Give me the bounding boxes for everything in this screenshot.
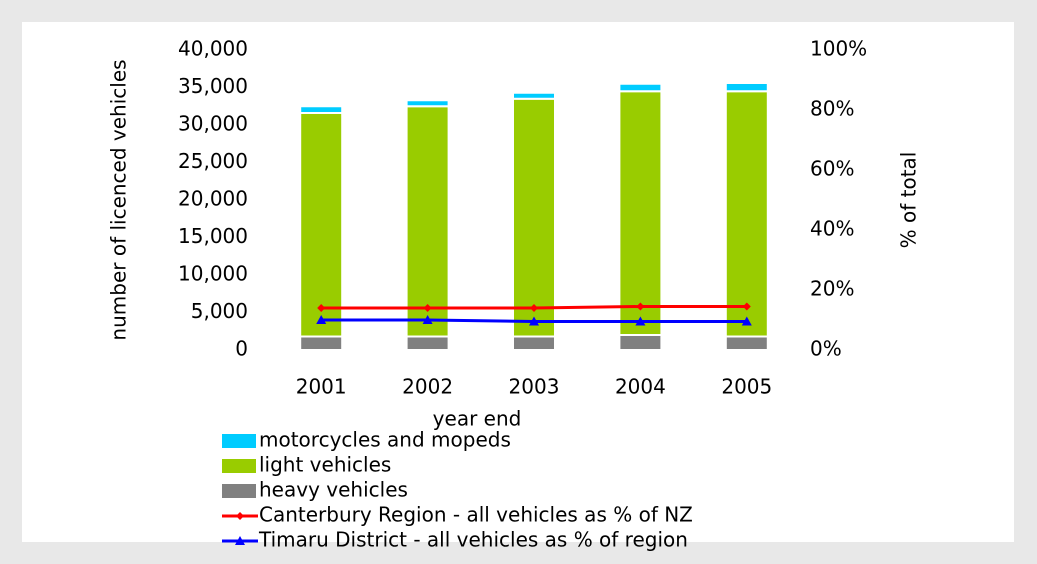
x-tick-label: 2005 <box>721 375 772 399</box>
y-axis-label: number of licenced vehicles <box>107 59 131 340</box>
y2-tick-label: 20% <box>810 277 854 301</box>
line-marker <box>742 302 751 311</box>
legend-swatch <box>222 459 256 473</box>
y-tick-label: 30,000 <box>178 112 248 136</box>
legend-swatch <box>222 484 256 498</box>
y-tick-label: 10,000 <box>178 262 248 286</box>
y2-axis-label: % of total <box>897 152 921 249</box>
line-marker <box>741 316 752 326</box>
line-marker <box>635 316 646 326</box>
bar <box>618 82 663 93</box>
bar <box>405 105 450 338</box>
line-marker <box>316 315 327 324</box>
line-marker <box>235 536 245 545</box>
line-marker <box>317 304 326 312</box>
y2-tick-label: 40% <box>810 217 854 241</box>
bar <box>512 335 556 351</box>
y2-tick-label: 100% <box>810 37 867 61</box>
y2-tick-label: 80% <box>810 97 854 121</box>
bar <box>724 90 769 338</box>
y-tick-label: 35,000 <box>178 74 248 98</box>
y2-tick-label: 0% <box>810 337 842 361</box>
bar <box>724 335 769 351</box>
x-tick-label: 2001 <box>296 375 347 399</box>
y-tick-label: 0 <box>235 337 248 361</box>
bar <box>618 334 663 351</box>
x-tick-label: 2004 <box>615 375 666 399</box>
bar <box>724 82 769 93</box>
bar <box>299 112 344 338</box>
bar <box>512 97 556 338</box>
line-marker <box>529 316 539 326</box>
bar <box>299 335 344 351</box>
y-tick-label: 15,000 <box>178 224 248 248</box>
x-tick-label: 2003 <box>509 375 560 399</box>
legend-swatch <box>222 434 256 448</box>
line-marker <box>423 304 432 312</box>
line-marker <box>530 304 538 312</box>
bar <box>299 105 344 114</box>
bar <box>405 335 450 351</box>
line-marker <box>636 302 645 311</box>
legend-label: light vehicles <box>259 453 391 477</box>
bar <box>512 91 556 100</box>
y2-tick-label: 60% <box>810 157 854 181</box>
legend-label: Timaru District - all vehicles as % of r… <box>258 528 688 552</box>
y-tick-label: 40,000 <box>178 37 248 61</box>
line-marker <box>236 512 244 520</box>
x-axis-label: year end <box>433 407 522 431</box>
legend-label: Canterbury Region - all vehicles as % of… <box>259 503 693 527</box>
bar <box>618 90 663 336</box>
legend-label: heavy vehicles <box>259 478 408 502</box>
x-tick-label: 2002 <box>402 375 453 399</box>
y-tick-label: 20,000 <box>178 187 248 211</box>
y-tick-label: 5,000 <box>191 299 248 323</box>
line-marker <box>422 315 433 324</box>
bar <box>405 99 450 108</box>
y-tick-label: 25,000 <box>178 149 248 173</box>
legend-label: motorcycles and mopeds <box>259 428 511 452</box>
